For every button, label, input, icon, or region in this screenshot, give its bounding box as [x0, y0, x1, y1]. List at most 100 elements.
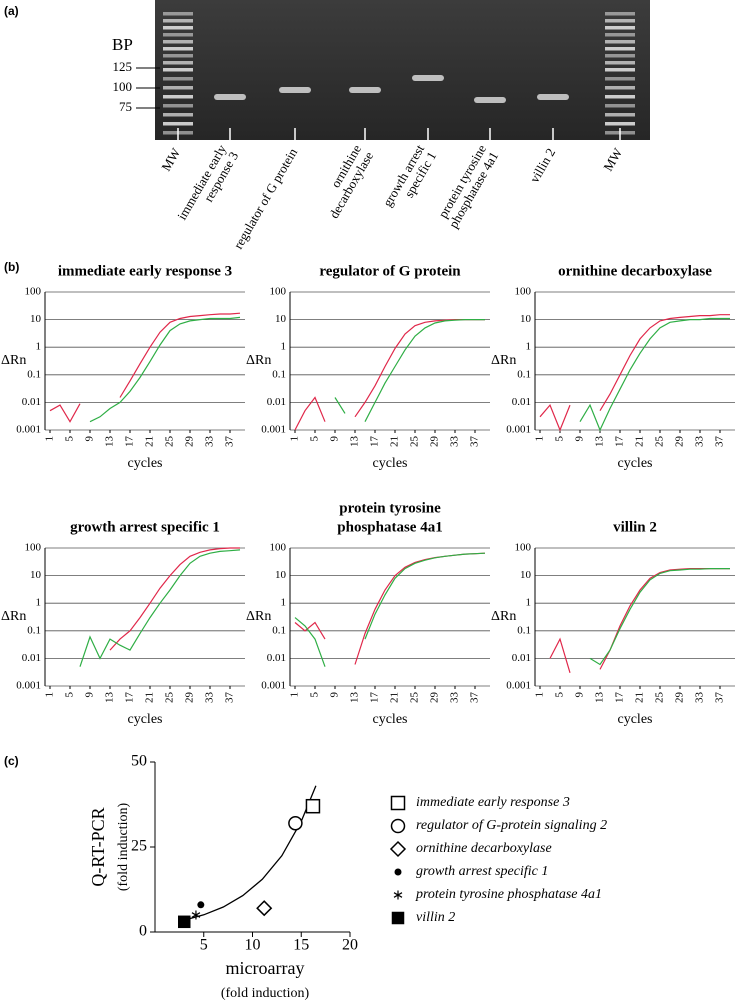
y-tick-label: 50: [131, 753, 147, 770]
y-tick-label: 0.01: [512, 652, 531, 664]
y-tick-label: 0.001: [16, 424, 41, 436]
legend-marker: [391, 911, 405, 925]
legend-label: protein tyrosine phosphatase 4a1: [415, 887, 602, 902]
amplification-curve: [539, 314, 730, 432]
x-tick-label: 13: [349, 436, 361, 448]
gel-axis-label: BP: [112, 35, 133, 54]
lane-label: ornithinedecarboxylase: [314, 142, 376, 221]
y-tick-label: 0.001: [261, 424, 286, 436]
lane-label-line: villin 2: [527, 145, 559, 185]
x-tick-label: 13: [594, 692, 606, 704]
y-tick-label: 0.001: [261, 680, 286, 692]
x-tick-label: 13: [349, 692, 361, 704]
ladder-band: [163, 68, 193, 72]
ladder-band: [163, 86, 193, 90]
ladder-band: [163, 33, 193, 37]
amplification-curve: [294, 552, 486, 667]
ladder-band: [163, 19, 193, 23]
amplification-curve: [589, 568, 730, 666]
y-tick-label: 1: [526, 597, 532, 609]
y-tick-label: 0.1: [27, 368, 41, 380]
x-tick-label: 9: [84, 436, 96, 442]
x-tick-label: 37: [469, 692, 481, 704]
x-tick-label: 21: [144, 436, 156, 447]
x-tick-label: 25: [654, 436, 666, 448]
ladder-band: [605, 122, 635, 126]
data-point: [288, 815, 303, 831]
legend-label: ornithine decarboxylase: [416, 841, 552, 856]
x-tick-label: 21: [389, 436, 401, 447]
ladder-band: [605, 77, 635, 81]
y-axis-label: ΔRn: [1, 353, 26, 368]
ladder-band: [605, 68, 635, 72]
x-tick-label: 1: [289, 692, 301, 698]
x-axis-label: cycles: [128, 712, 163, 727]
gel-image: [155, 0, 650, 140]
ladder-band: [605, 26, 635, 30]
chart-title: growth arrest specific 1: [70, 519, 220, 535]
x-tick-label: 21: [144, 692, 156, 703]
y-tick-label: 100: [515, 286, 532, 298]
y-axis-label: ΔRn: [1, 609, 26, 624]
ladder-band: [163, 54, 193, 58]
ladder-band: [605, 54, 635, 58]
x-axis-label: cycles: [128, 456, 163, 471]
y-axis-label: ΔRn: [491, 353, 516, 368]
x-tick-label: 13: [594, 436, 606, 448]
x-axis-label: cycles: [618, 712, 653, 727]
x-tick-label: 13: [104, 436, 116, 448]
x-tick-label: 1: [44, 692, 56, 698]
x-tick-label: 5: [200, 937, 208, 954]
y-tick-label: 100: [270, 286, 287, 298]
y-axis-label: ΔRn: [246, 353, 271, 368]
amplification-curve: [79, 549, 241, 667]
x-axis-sublabel: (fold induction): [221, 986, 310, 1001]
x-axis-label: cycles: [373, 456, 408, 471]
y-tick-label: 100: [25, 542, 42, 554]
panel-label: (b): [4, 260, 19, 274]
x-tick-label: 21: [634, 692, 646, 703]
lane-label: villin 2: [527, 145, 559, 185]
ladder-band: [605, 95, 635, 99]
amplification-curve: [49, 312, 241, 423]
legend-label: villin 2: [416, 910, 455, 925]
ladder-band: [163, 113, 193, 117]
ladder-band: [163, 47, 193, 51]
x-tick-label: 25: [164, 692, 176, 704]
ladder-band: [605, 86, 635, 90]
x-tick-label: 21: [389, 692, 401, 703]
x-tick-label: 33: [449, 692, 461, 704]
x-tick-label: 17: [369, 692, 381, 704]
x-tick-label: 1: [44, 436, 56, 442]
x-tick-label: 29: [674, 692, 686, 704]
x-tick-label: 29: [184, 692, 196, 704]
y-axis-label: ΔRn: [246, 609, 271, 624]
legend-marker: [394, 868, 402, 876]
chart-title: villin 2: [613, 519, 657, 535]
chart-title: immediate early response 3: [58, 263, 232, 279]
x-tick-label: 25: [164, 436, 176, 448]
y-tick-label: 0.01: [512, 396, 531, 408]
gel-band: [474, 97, 506, 103]
legend-label: growth arrest specific 1: [416, 864, 548, 879]
y-tick-label: 0.1: [272, 624, 286, 636]
ladder-band: [605, 40, 635, 44]
lane-label: MW: [158, 145, 183, 174]
chart-title: protein tyrosine: [339, 500, 441, 516]
y-tick-label: 1: [36, 597, 42, 609]
y-axis-label: ΔRn: [491, 609, 516, 624]
x-tick-label: 37: [714, 436, 726, 448]
x-axis-label: microarray: [226, 958, 305, 978]
y-tick-label: 1: [281, 341, 287, 353]
y-tick-label: 0.001: [506, 680, 531, 692]
x-tick-label: 10: [245, 937, 261, 954]
lane-label: immediate earlyresponse 3: [174, 142, 241, 230]
panel-label: (c): [4, 754, 19, 768]
bp-tick-label: 125: [113, 59, 133, 74]
ladder-band: [605, 33, 635, 37]
data-point: [197, 901, 205, 909]
x-tick-label: 20: [342, 937, 358, 954]
chart-title: phosphatase 4a1: [337, 519, 442, 535]
x-tick-label: 17: [614, 436, 626, 448]
ladder-band: [163, 77, 193, 81]
